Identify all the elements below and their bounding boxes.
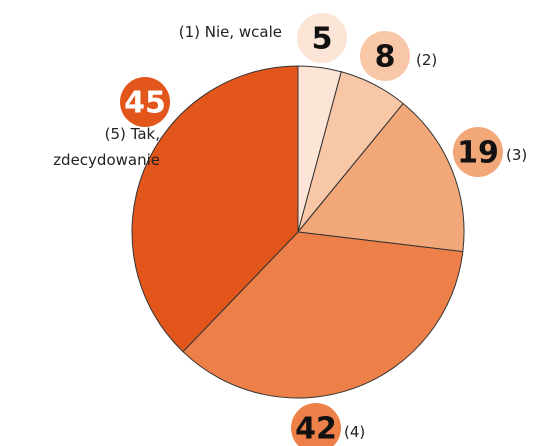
category-label: (3) xyxy=(506,146,528,164)
category-label: (2) xyxy=(416,51,438,69)
pie-slice xyxy=(131,65,299,353)
pie-slice xyxy=(182,231,464,399)
pie-slice xyxy=(297,102,465,253)
value-bubble xyxy=(120,77,170,127)
value-label: 45 xyxy=(124,86,166,121)
value-label: 5 xyxy=(312,22,333,57)
value-label: 42 xyxy=(295,412,337,446)
category-label: (4) xyxy=(344,423,366,441)
value-label: 8 xyxy=(375,40,396,75)
value-bubble xyxy=(453,127,503,177)
category-label: (1) Nie, wcale xyxy=(178,23,282,41)
value-label: 19 xyxy=(457,136,499,171)
value-bubble xyxy=(291,403,341,446)
value-bubble xyxy=(297,13,347,63)
value-bubble xyxy=(360,31,410,81)
category-label: (5) Tak, zdecydowanie xyxy=(53,125,160,169)
